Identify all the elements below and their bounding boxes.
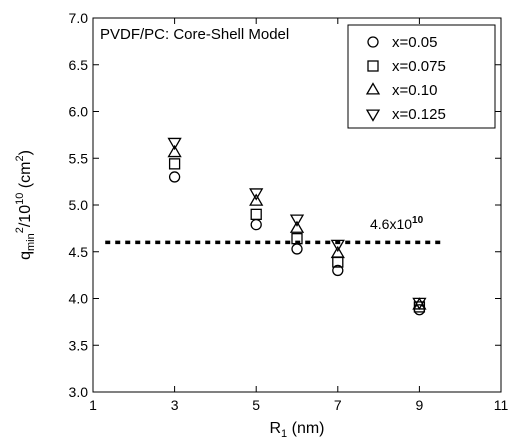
y-tick-label: 5.0 <box>69 197 89 213</box>
y-tick-label: 3.0 <box>69 384 89 400</box>
x-axis-title-base: R <box>269 420 281 437</box>
legend-marker-square <box>368 61 378 71</box>
y-axis-title-q: q <box>17 251 34 260</box>
data-point-triangle-down <box>291 215 303 225</box>
y-tick-label: 4.5 <box>69 244 89 260</box>
legend-label: x=0.10 <box>392 82 437 99</box>
legend-items: x=0.05 x=0.075 x=0.10 x=0.125 <box>367 34 446 123</box>
y-tick-label: 3.5 <box>69 337 89 353</box>
legend-marker-triangle-down <box>367 110 379 120</box>
legend-label: x=0.075 <box>392 58 446 75</box>
data-point-square <box>170 159 180 169</box>
y-tick-label: 5.5 <box>69 150 89 166</box>
legend-marker-circle <box>368 37 378 47</box>
y-tick-label: 6.5 <box>69 57 89 73</box>
data-point-circle <box>292 244 302 254</box>
legend-marker-triangle-up <box>367 84 379 94</box>
data-point-triangle-up <box>291 222 303 232</box>
y-axis-title-unit-close: ) <box>17 150 34 155</box>
y-axis-title: qmin2/1010 (cm2) <box>14 150 37 260</box>
x-tick-label: 1 <box>89 397 97 413</box>
x-axis-title: R1 (nm) <box>269 420 324 440</box>
x-tick-label: 9 <box>416 397 424 413</box>
y-axis-title-sub: min <box>25 233 37 251</box>
x-tick-label: 11 <box>494 397 509 413</box>
data-point-circle <box>170 172 180 182</box>
y-tick-label: 6.0 <box>69 104 89 120</box>
y-axis-title-sup2: 10 <box>14 193 26 205</box>
y-axis-title-unit-open: (cm <box>17 162 34 193</box>
data-point-circle <box>251 220 261 230</box>
x-tick-label: 3 <box>171 397 179 413</box>
legend: x=0.05 x=0.075 x=0.10 x=0.125 <box>348 25 495 128</box>
y-axis-title-mid: /10 <box>17 205 34 227</box>
legend-label: x=0.05 <box>392 34 437 51</box>
reference-line-label-sup: 10 <box>412 215 424 226</box>
data-point-square <box>251 209 261 219</box>
x-tick-label: 5 <box>252 397 260 413</box>
legend-label: x=0.125 <box>392 106 446 123</box>
reference-line-label-base: 4.6x10 <box>370 216 412 232</box>
x-axis-title-rest: (nm) <box>287 420 324 437</box>
y-tick-label: 4.0 <box>69 291 89 307</box>
chart-title: PVDF/PC: Core-Shell Model <box>100 26 289 43</box>
data-point-triangle-up <box>332 247 344 257</box>
x-tick-label: 7 <box>334 397 342 413</box>
reference-line-label: 4.6x1010 <box>370 215 424 232</box>
y-tick-label: 7.0 <box>69 10 89 26</box>
